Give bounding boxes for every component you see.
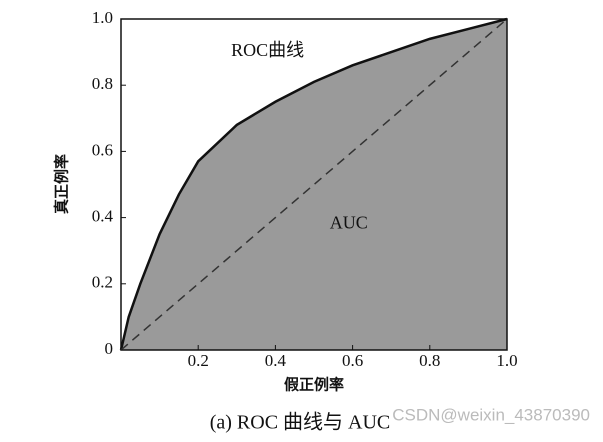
- watermark: CSDN@weixin_43870390: [392, 405, 590, 424]
- x-tick-label: 0.4: [265, 351, 287, 370]
- annotation: ROC曲线: [231, 40, 304, 60]
- y-axis-label: 真正例率: [53, 154, 71, 214]
- y-tick-label: 1.0: [92, 8, 113, 27]
- y-tick-label: 0.4: [92, 207, 114, 226]
- y-tick-label: 0.2: [92, 273, 113, 292]
- x-tick-label: 0.2: [188, 351, 209, 370]
- roc-curve: [119, 17, 508, 351]
- y-tick-label: 0: [105, 339, 114, 358]
- x-tick-label: 0.6: [342, 351, 363, 370]
- plot-frame: [120, 18, 508, 351]
- y-tick-label: 0.6: [92, 140, 113, 159]
- x-tick-label: 0.8: [419, 351, 440, 370]
- x-tick-label: 1.0: [496, 351, 517, 370]
- annotation: AUC: [330, 212, 368, 232]
- x-axis-label: 假正例率: [284, 376, 344, 394]
- y-tick-label: 0.8: [92, 74, 113, 93]
- caption: (a) ROC 曲线与 AUC: [210, 411, 391, 434]
- diagonal-line: [120, 18, 508, 351]
